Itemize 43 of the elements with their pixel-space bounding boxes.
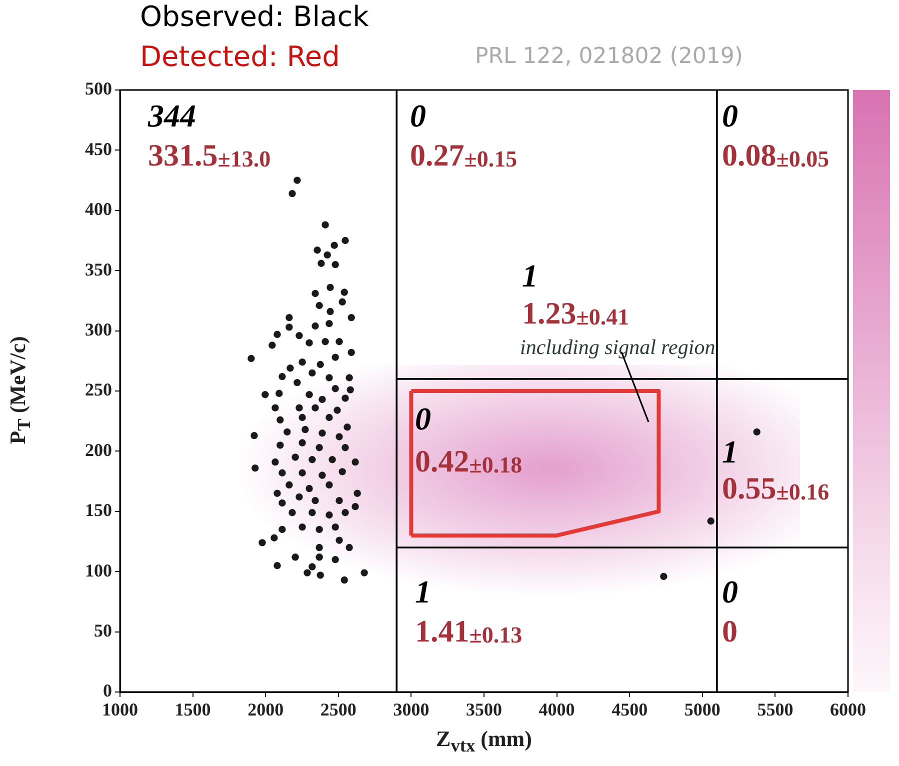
y-tick-label: 350 bbox=[85, 259, 112, 280]
annotation: 0 bbox=[722, 573, 738, 610]
x-tick-label: 3500 bbox=[466, 699, 502, 720]
y-tick-label: 50 bbox=[94, 620, 112, 640]
y-tick-label: 200 bbox=[85, 440, 112, 460]
annotation: 0.42±0.18 bbox=[415, 444, 522, 479]
y-tick-label: 400 bbox=[85, 199, 112, 220]
annotation: 1.23±0.41 bbox=[522, 296, 630, 331]
x-tick-label: 4000 bbox=[538, 699, 575, 720]
chart-title: Observed: Black bbox=[140, 0, 369, 33]
text: PRL 122, 021802 (2019) bbox=[475, 44, 743, 69]
annotation: 0 bbox=[415, 400, 431, 436]
annotation: 0.08±0.05 bbox=[722, 138, 830, 173]
annotation: 1 bbox=[722, 433, 738, 470]
y-tick-label: 450 bbox=[85, 138, 112, 159]
annotation: 0 bbox=[722, 614, 738, 649]
annotation: including signal region bbox=[520, 335, 716, 360]
x-tick-label: 2000 bbox=[248, 699, 284, 720]
annotation: 1 bbox=[522, 257, 538, 294]
y-tick-label: 500 bbox=[85, 78, 112, 99]
x-tick-label: 6000 bbox=[830, 699, 866, 720]
x-tick-label: 1500 bbox=[174, 699, 211, 720]
y-tick-label: 0 bbox=[103, 680, 112, 701]
x-axis-title: Z$_{vtx}$ (mm) bbox=[435, 726, 533, 756]
annotation: 0.55±0.16 bbox=[722, 470, 830, 506]
x-tick-label: 5000 bbox=[684, 699, 720, 720]
annotation: 0 bbox=[722, 97, 738, 134]
annotation: 344 bbox=[147, 97, 196, 134]
x-tick-label: 2500 bbox=[320, 699, 356, 720]
annotation: 1.41±0.13 bbox=[415, 614, 522, 649]
x-tick-label: 5500 bbox=[757, 699, 794, 720]
x-tick-label: 4500 bbox=[612, 699, 648, 720]
y-tick-label: 100 bbox=[85, 560, 112, 580]
annotation: 331.5±13.0 bbox=[148, 138, 271, 173]
x-tick-label: 1000 bbox=[102, 699, 138, 720]
annotation: 0.27±0.15 bbox=[410, 138, 518, 173]
x-tick-label: 3000 bbox=[393, 699, 430, 720]
y-tick-label: 250 bbox=[85, 380, 112, 400]
chart-subtitle: Detected: Red bbox=[140, 40, 340, 73]
annotation: 0 bbox=[410, 97, 426, 134]
annotation: 1 bbox=[415, 573, 431, 610]
y-tick-label: 300 bbox=[85, 319, 112, 340]
y-tick-label: 150 bbox=[85, 500, 112, 520]
